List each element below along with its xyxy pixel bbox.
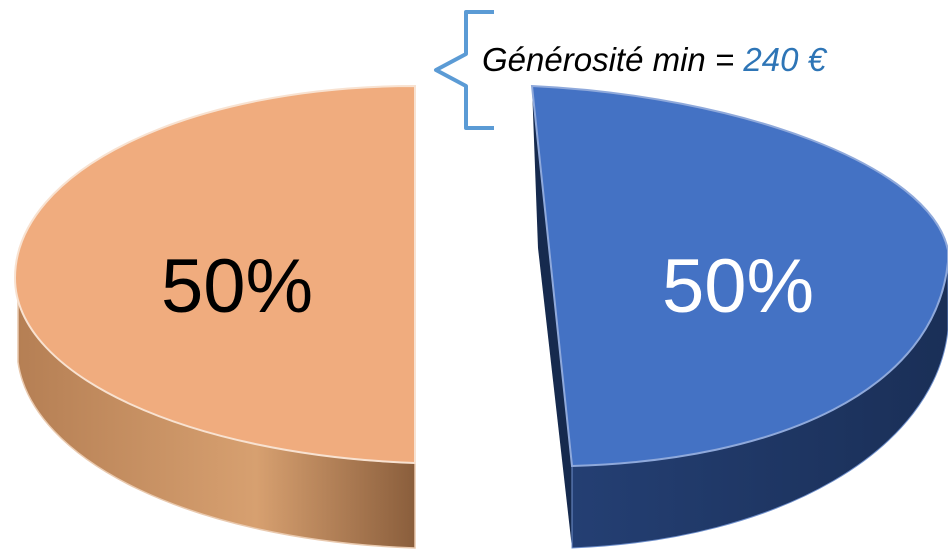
slice-blue — [530, 84, 948, 549]
slice-orange-label: 50% — [161, 244, 313, 329]
annotation-prefix: Générosité min = — [482, 41, 743, 78]
annotation-text: Générosité min = 240 € — [482, 41, 828, 78]
annotation-bracket — [434, 10, 494, 130]
slice-blue-label: 50% — [662, 244, 814, 329]
slice-blue-top — [530, 84, 948, 468]
annotation-amount: 240 € — [742, 41, 827, 78]
slice-orange — [13, 84, 416, 549]
slice-blue-cut-face — [532, 86, 572, 548]
slice-orange-top — [13, 84, 416, 465]
